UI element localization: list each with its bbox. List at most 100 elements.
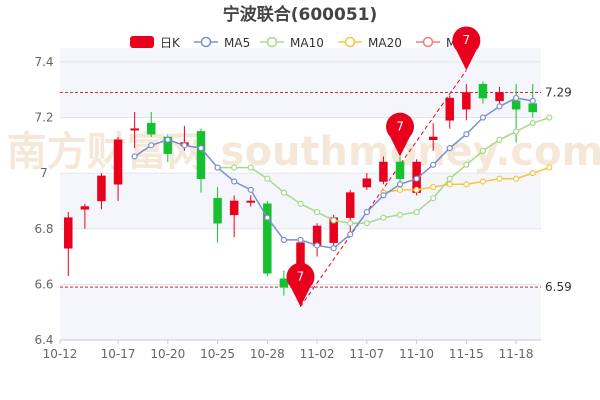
candle-body: [445, 97, 455, 121]
ma10-point: [231, 164, 238, 171]
legend-marker-swatch: [266, 36, 278, 48]
candle-body: [279, 278, 289, 288]
ma20-point: [446, 181, 453, 188]
ma5-point: [131, 153, 138, 160]
ma10-point: [513, 128, 520, 135]
candle-body: [395, 161, 405, 179]
watermark-text: 南方财富网 southmoney.com: [7, 129, 600, 175]
ma5-point: [479, 114, 487, 121]
ma5-point: [214, 164, 221, 171]
ma10-point: [380, 214, 387, 221]
ma10-point: [479, 147, 487, 154]
candle-body: [528, 103, 537, 113]
legend-candle-swatch: [130, 36, 154, 48]
legend-marker-swatch: [344, 36, 356, 48]
ma10-point: [247, 164, 254, 171]
ma20-point: [413, 186, 420, 193]
x-tick-label: 10-17: [101, 347, 136, 361]
ma20-point: [396, 186, 404, 193]
candle-body: [64, 217, 73, 249]
ma10-point: [264, 175, 271, 182]
ma5-point: [396, 181, 404, 188]
ma5-point: [231, 178, 238, 185]
candle-body: [113, 139, 123, 185]
chart-legend[interactable]: 日KMA5MA10MA20MA30: [130, 36, 480, 50]
ma20-point: [463, 181, 470, 188]
ma10-point: [413, 208, 420, 216]
candle-body: [97, 175, 106, 202]
x-tick-label: 10-28: [250, 347, 285, 361]
ma10-point: [363, 220, 370, 227]
ma5-point: [313, 242, 321, 249]
ma5-point: [247, 186, 254, 193]
reference-label: 7.29: [545, 85, 572, 99]
ma5-point: [513, 94, 520, 102]
x-tick-label: 11-18: [499, 347, 534, 361]
ma20-series: [380, 164, 553, 196]
marker-pin-shape: [452, 26, 481, 71]
ma5-point: [413, 175, 420, 182]
candle-body: [246, 200, 255, 203]
legend-item-ma10[interactable]: MA10: [260, 36, 324, 50]
marker-pin-shape: [286, 262, 315, 307]
ma10-point: [313, 208, 321, 216]
candle-body: [462, 92, 471, 110]
ma5-point: [164, 136, 171, 143]
ma10-point: [297, 200, 304, 207]
y-tick-label: 7.2: [34, 111, 53, 125]
marker-pin: 7: [386, 112, 415, 157]
marker-pin-shape: [386, 112, 415, 157]
y-tick-label: 7.4: [34, 55, 53, 69]
legend-item-ma20[interactable]: MA20: [338, 36, 402, 50]
legend-item-ma5[interactable]: MA5: [194, 36, 250, 50]
ma20-point: [513, 175, 520, 182]
ma10-point: [347, 220, 354, 227]
ma5-point: [380, 192, 387, 199]
ma5-point: [197, 145, 205, 152]
legend-label: 日K: [160, 36, 181, 50]
x-tick-label: 11-07: [349, 347, 384, 361]
y-tick-label: 6.4: [34, 333, 53, 347]
ma5-series: [131, 94, 536, 252]
marker-pin-label: 7: [396, 119, 404, 133]
ma20-point: [496, 175, 503, 182]
candle-body: [213, 197, 222, 224]
ma5-point: [446, 145, 453, 152]
ma5-point: [297, 236, 304, 243]
x-tick-label: 10-12: [43, 347, 78, 361]
trend-line: [300, 69, 467, 307]
marker-pin-label: 7: [297, 270, 305, 284]
grid-band: [60, 117, 541, 174]
ma10-point: [430, 195, 437, 202]
marker-pin-label: 7: [463, 33, 471, 47]
y-tick-label: 6.6: [34, 277, 53, 291]
x-tick-label: 11-02: [300, 347, 335, 361]
marker-pin: 7: [452, 26, 481, 71]
x-tick-label: 11-15: [449, 347, 484, 361]
ma10-point: [463, 161, 470, 168]
candle-body: [379, 161, 388, 182]
candle-body: [346, 192, 355, 218]
ma10-point: [280, 189, 288, 196]
ma5-point: [463, 131, 470, 138]
legend-item-日k[interactable]: 日K: [130, 36, 181, 50]
ma20-point: [546, 164, 553, 171]
candle-body: [362, 178, 372, 188]
x-tick-label: 10-20: [150, 347, 185, 361]
ma20-point: [430, 183, 437, 191]
ma10-point: [546, 114, 553, 121]
ma5-point: [496, 103, 503, 110]
candle-body: [146, 122, 156, 135]
ma10-point: [330, 217, 337, 224]
candle-body: [196, 131, 206, 179]
marker-pin: 7: [286, 262, 315, 307]
ma5-point: [330, 245, 337, 252]
legend-label: MA10: [290, 36, 324, 50]
y-tick-label: 7: [40, 166, 48, 180]
ma5-point: [363, 208, 370, 216]
ma5-point: [347, 231, 354, 238]
legend-marker-swatch: [422, 36, 434, 48]
x-tick-label: 11-10: [399, 347, 434, 361]
chart-title: 宁波联合(600051): [223, 4, 378, 25]
ma20-point: [479, 178, 487, 185]
